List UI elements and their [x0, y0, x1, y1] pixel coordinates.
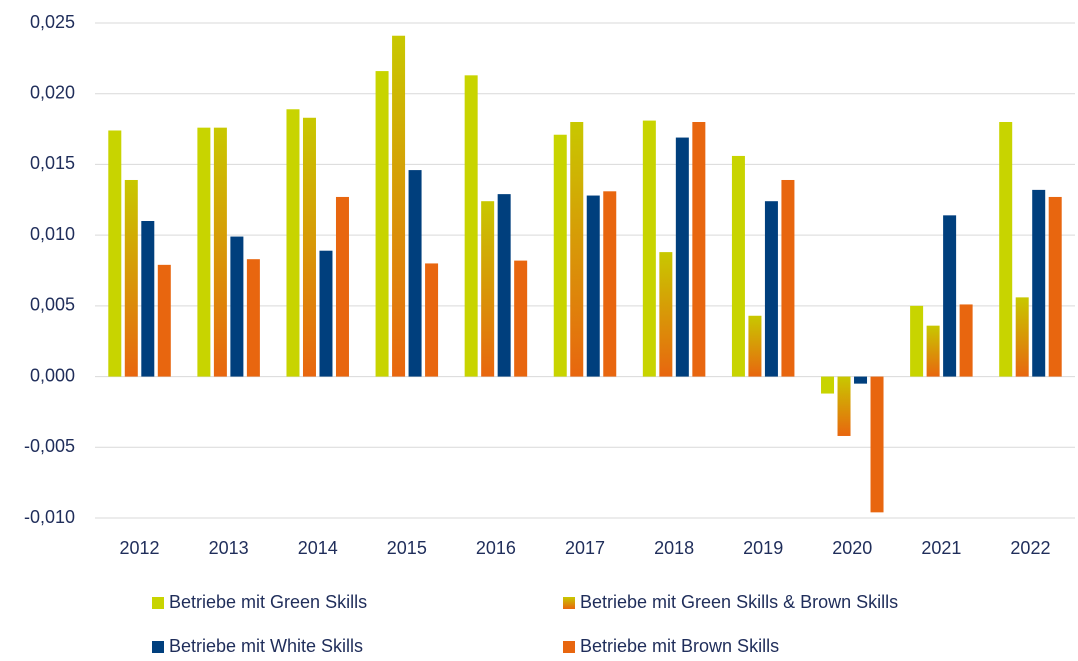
bar: [731, 155, 745, 377]
x-tick-label: 2016: [476, 538, 516, 558]
bar: [959, 304, 973, 377]
x-tick-label: 2014: [298, 538, 338, 558]
bar: [213, 127, 227, 377]
bar: [748, 315, 762, 377]
y-tick-label: -0,005: [24, 436, 75, 456]
bar: [553, 134, 567, 377]
y-tick-label: 0,010: [30, 224, 75, 244]
legend-label: Betriebe mit White Skills: [169, 636, 363, 656]
bar: [764, 201, 778, 377]
bar: [854, 376, 868, 384]
x-tick-label: 2012: [120, 538, 160, 558]
bar: [375, 71, 389, 377]
y-tick-label: -0,010: [24, 507, 75, 527]
bar: [481, 201, 495, 377]
bar: [870, 376, 884, 513]
y-tick-label: 0,025: [30, 12, 75, 32]
y-tick-label: 0,000: [30, 365, 75, 385]
legend-swatch: [563, 597, 575, 609]
x-tick-label: 2019: [743, 538, 783, 558]
bar: [408, 170, 422, 377]
bar: [108, 130, 122, 377]
x-tick-label: 2017: [565, 538, 605, 558]
bar: [425, 263, 439, 377]
y-tick-label: 0,020: [30, 82, 75, 102]
bar: [943, 215, 957, 377]
bar: [586, 195, 600, 377]
bar: [1015, 297, 1029, 377]
bar: [910, 305, 924, 377]
y-tick-label: 0,015: [30, 153, 75, 173]
bar: [603, 191, 617, 377]
bar: [675, 137, 689, 377]
bar: [246, 259, 260, 377]
bar: [319, 250, 333, 377]
bar: [781, 179, 795, 377]
legend-label: Betriebe mit Green Skills & Brown Skills: [580, 592, 898, 612]
bar: [514, 260, 528, 377]
x-tick-label: 2013: [209, 538, 249, 558]
bar: [999, 122, 1013, 377]
bar: [157, 264, 171, 377]
legend-swatch: [152, 597, 164, 609]
bar: [497, 194, 511, 377]
bar: [659, 252, 673, 377]
bar: [197, 127, 211, 377]
legend-swatch: [152, 641, 164, 653]
legend-label: Betriebe mit Brown Skills: [580, 636, 779, 656]
bar: [926, 325, 940, 377]
bar: [335, 196, 349, 377]
bar: [141, 221, 155, 377]
bar: [286, 109, 300, 377]
bar: [230, 236, 244, 377]
bar: [692, 122, 706, 377]
x-tick-label: 2021: [921, 538, 961, 558]
x-tick-label: 2018: [654, 538, 694, 558]
bar: [837, 376, 851, 436]
bar: [642, 120, 656, 377]
x-tick-label: 2020: [832, 538, 872, 558]
legend-swatch: [563, 641, 575, 653]
x-tick-label: 2022: [1010, 538, 1050, 558]
bar: [1032, 189, 1046, 377]
bar: [392, 35, 406, 377]
x-tick-label: 2015: [387, 538, 427, 558]
legend-label: Betriebe mit Green Skills: [169, 592, 367, 612]
bar: [124, 179, 138, 377]
bar: [570, 122, 584, 377]
bar: [1048, 196, 1062, 377]
bar: [464, 75, 478, 377]
y-tick-label: 0,005: [30, 295, 75, 315]
bar: [821, 376, 835, 394]
bar: [302, 117, 316, 377]
